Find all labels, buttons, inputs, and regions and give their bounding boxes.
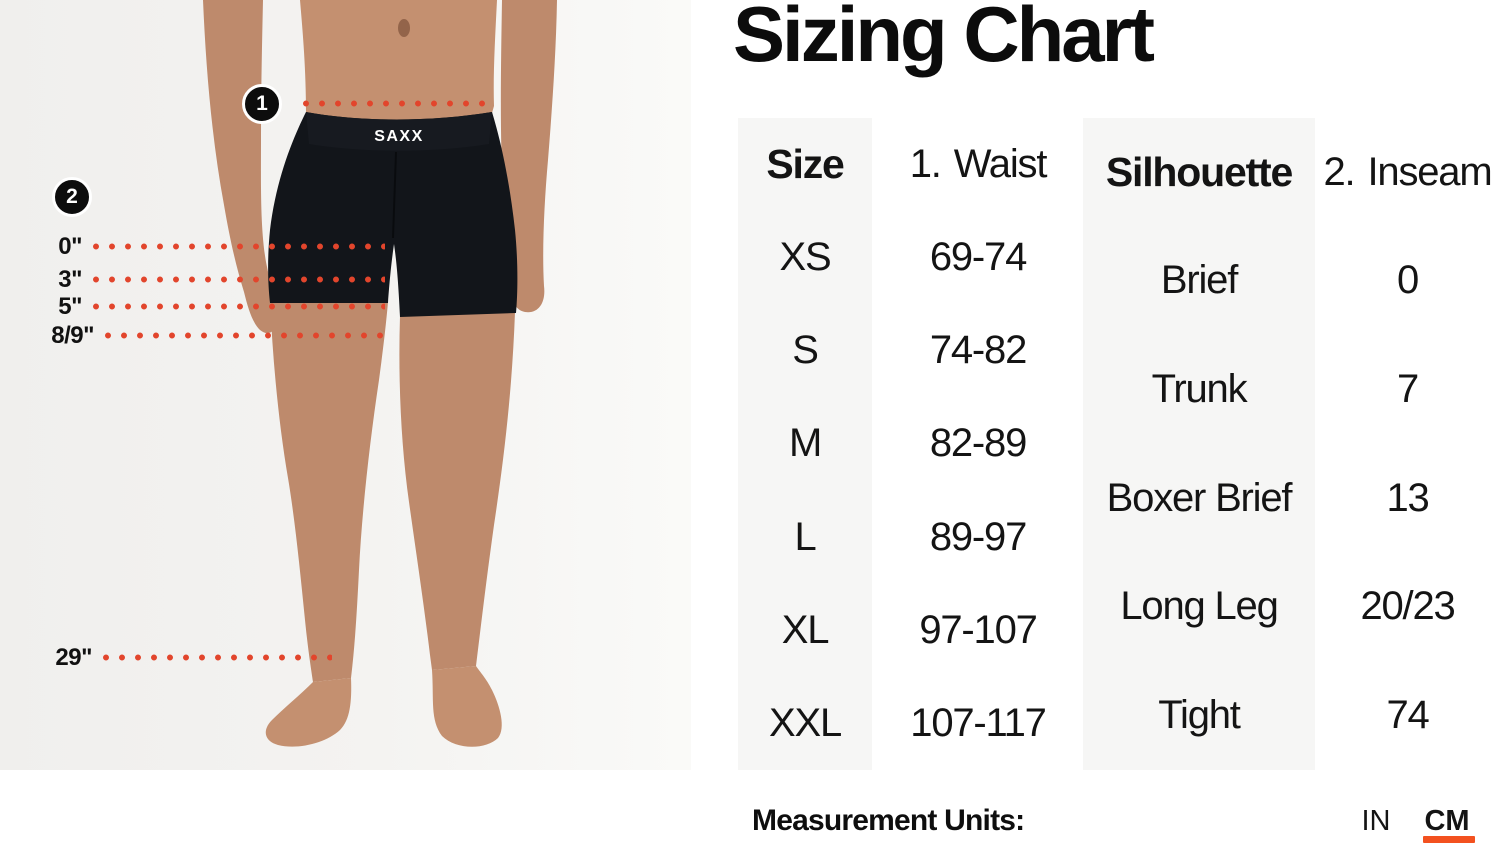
waistband — [306, 112, 492, 151]
size-column: Size XS S M L XL XXL — [738, 118, 872, 770]
inseam-line-5 — [88, 303, 385, 310]
inseam-cell: 20/23 — [1360, 584, 1455, 629]
model-navel — [398, 19, 410, 37]
cm-selected-underline — [1423, 836, 1475, 843]
inseam-cell: 7 — [1396, 367, 1419, 412]
inseam-cell: 0 — [1396, 258, 1419, 303]
inseam-line-3 — [88, 276, 385, 283]
model-figure: SAXX — [203, 0, 557, 747]
silhouette-cell: Trunk — [1151, 367, 1248, 412]
silhouette-cell: Tight — [1158, 693, 1241, 738]
waist-cell: 74-82 — [929, 328, 1028, 373]
inseam-label-0: 0" — [58, 233, 82, 260]
unit-option-cm[interactable]: CM — [1424, 805, 1470, 837]
size-cell: XL — [781, 607, 830, 652]
inseam-header-number: 2. — [1323, 149, 1356, 194]
silhouette-cell: Long Leg — [1120, 584, 1278, 629]
boxer-center-seam — [392, 151, 397, 239]
inseam-line-29 — [98, 654, 332, 661]
model-left-foot — [265, 678, 352, 747]
inseam-label-8-9: 8/9" — [51, 322, 94, 349]
size-cell: XS — [779, 235, 832, 280]
waist-column: 1. Waist 69-74 74-82 82-89 89-97 97-107 … — [872, 118, 1084, 770]
size-cell: M — [788, 421, 822, 466]
waist-header: 1. Waist — [872, 118, 1084, 211]
silhouette-cell: Brief — [1160, 258, 1238, 303]
model-photo: SAXX 1 2 0" 3" 5" 8/9" 29" — [0, 0, 691, 770]
silhouette-column: Silhouette Brief Trunk Boxer Brief Long … — [1083, 118, 1315, 770]
model-right-foot — [432, 666, 502, 747]
inseam-line-8-9 — [100, 332, 385, 339]
waist-marker-number: 1 — [256, 92, 268, 115]
model-torso — [300, 0, 497, 120]
waist-header-text: Waist — [953, 142, 1048, 187]
inseam-line-0 — [88, 243, 385, 250]
waist-dotted-line — [298, 100, 488, 107]
silhouette-header: Silhouette — [1105, 148, 1293, 195]
inseam-column: 2. Inseam 0 7 13 20/23 74 — [1315, 118, 1500, 770]
unit-option-in[interactable]: IN — [1361, 805, 1391, 837]
waist-header-number: 1. — [909, 142, 942, 187]
waist-cell: 82-89 — [929, 421, 1028, 466]
waist-cell: 107-117 — [910, 700, 1047, 745]
size-cell: S — [792, 328, 819, 373]
inseam-marker-number: 2 — [66, 185, 78, 208]
boxer-brief — [268, 112, 518, 317]
page-title: Sizing Chart — [733, 0, 1155, 78]
brand-logo-text: SAXX — [374, 128, 424, 145]
units-label: Measurement Units: — [752, 804, 1025, 837]
inseam-cell: 13 — [1386, 475, 1429, 520]
model-right-leg — [399, 312, 515, 670]
inseam-header: 2. Inseam — [1315, 118, 1500, 227]
waist-cell: 69-74 — [929, 235, 1028, 280]
model-left-arm — [203, 0, 277, 334]
inseam-header-text: Inseam — [1367, 149, 1492, 194]
inseam-cell: 74 — [1386, 693, 1429, 738]
size-cell: L — [794, 514, 816, 559]
model-left-leg — [270, 300, 388, 682]
inseam-label-29: 29" — [55, 644, 92, 671]
inseam-label-5: 5" — [58, 293, 82, 320]
silhouette-cell: Boxer Brief — [1106, 475, 1293, 520]
inseam-marker-badge: 2 — [52, 177, 92, 217]
inseam-label-3: 3" — [58, 266, 82, 293]
waist-marker-badge: 1 — [242, 84, 282, 124]
waist-cell: 89-97 — [929, 514, 1028, 559]
waist-cell: 97-107 — [919, 607, 1038, 652]
size-cell: XXL — [768, 700, 842, 745]
size-header: Size — [766, 141, 844, 188]
